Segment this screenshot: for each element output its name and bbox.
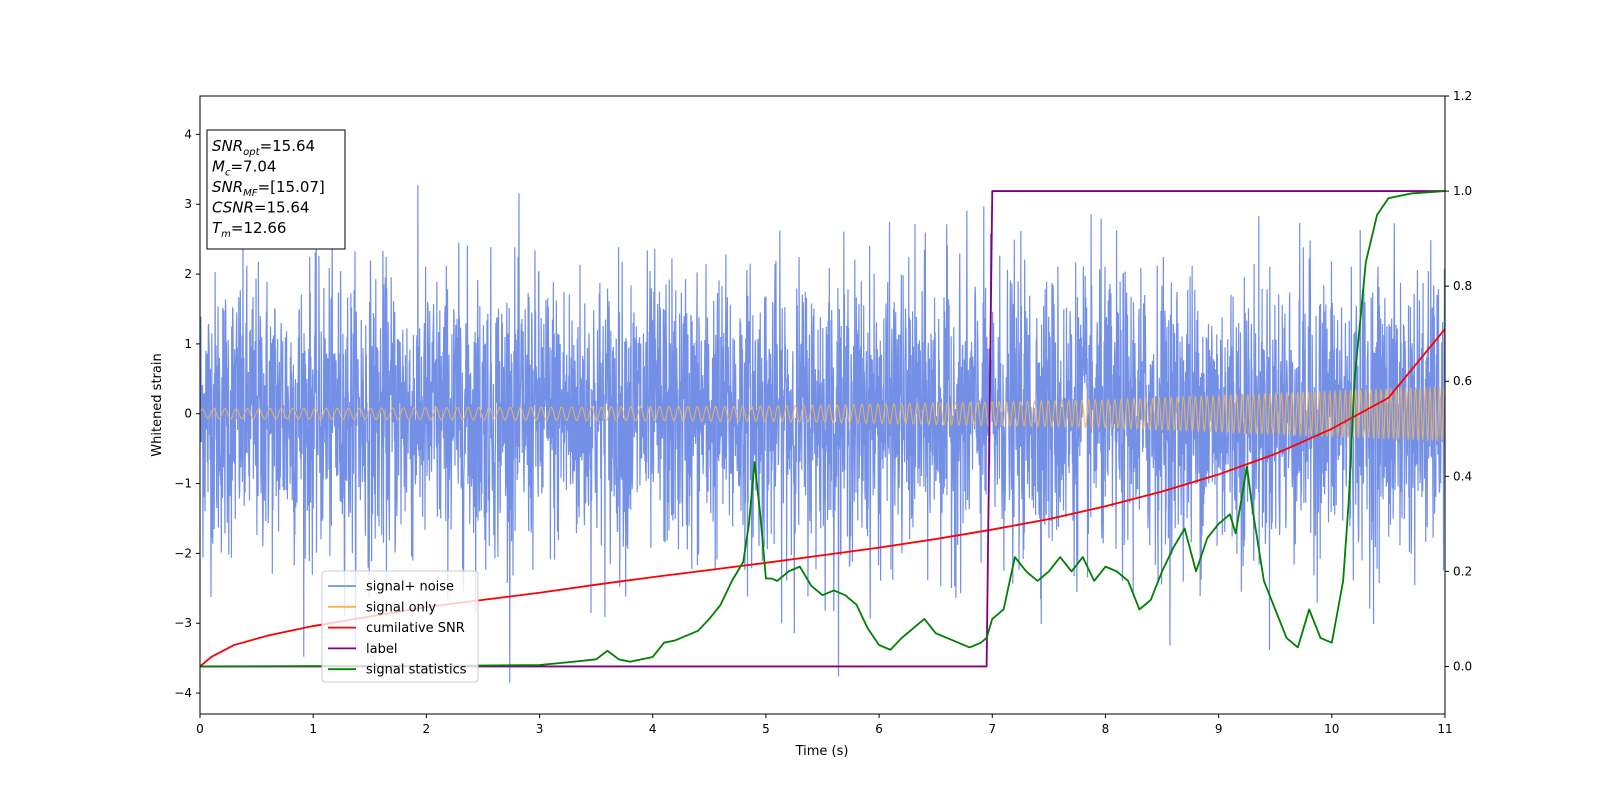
x-tick-label: 7 (988, 722, 996, 736)
annotation-line: SNRMF=[15.07] (212, 178, 325, 199)
x-tick-label: 0 (196, 722, 204, 736)
y-tick-label: −4 (174, 686, 192, 700)
y-axis-ticks: −4 −3 −2 −1 0 1 2 3 4 (174, 127, 200, 700)
annotation-line: Tm=12.66 (212, 219, 286, 240)
x-tick-label: 2 (423, 722, 431, 736)
legend-label: label (366, 642, 397, 657)
cumulative-snr-line (200, 328, 1445, 668)
y-tick-label: 4 (184, 127, 192, 141)
x-tick-label: 9 (1215, 722, 1223, 736)
y-axis-label: Whitened strain (150, 353, 165, 456)
x-tick-label: 3 (536, 722, 544, 736)
annotation-line: SNRopt=15.64 (212, 137, 315, 158)
annotation-line: CSNR=15.64 (212, 199, 309, 217)
legend-label: cumilative SNR (366, 621, 465, 636)
y2-tick-label: 1.0 (1453, 184, 1472, 198)
y2-tick-label: 0.4 (1453, 469, 1472, 483)
legend: signal+ noise signal only cumilative SNR la… (321, 570, 479, 683)
y2-tick-label: 0.0 (1453, 659, 1472, 673)
legend-frame (321, 570, 479, 683)
y2-tick-label: 0.8 (1453, 279, 1472, 293)
y-tick-label: −1 (174, 477, 192, 491)
y-tick-label: 1 (184, 337, 192, 351)
x-axis-ticks: 0 1 2 3 4 5 6 7 8 9 10 11 (196, 714, 1453, 736)
x-tick-label: 5 (762, 722, 770, 736)
plot-frame (199, 95, 1446, 715)
y-tick-label: 0 (184, 407, 192, 421)
y-tick-label: 2 (184, 267, 192, 281)
label-line (200, 190, 1445, 668)
x-tick-label: 1 (309, 722, 317, 736)
y2-tick-label: 0.6 (1453, 374, 1472, 388)
x-tick-label: 6 (875, 722, 883, 736)
y2-tick-label: 1.2 (1453, 89, 1472, 103)
x-tick-label: 8 (1102, 722, 1110, 736)
annotation-frame (206, 129, 346, 250)
x-tick-label: 11 (1437, 722, 1452, 736)
x-tick-label: 10 (1324, 722, 1339, 736)
legend-label: signal statistics (366, 663, 467, 678)
y2-axis-ticks: 0.0 0.2 0.4 0.6 0.8 1.0 1.2 (1445, 89, 1472, 673)
y-tick-label: −3 (174, 616, 192, 630)
y-tick-label: 3 (184, 197, 192, 211)
y-tick-label: −2 (174, 546, 192, 560)
stats-annotation-box: SNRopt=15.64Mc=7.04SNRMF=[15.07]CSNR=15.… (206, 129, 346, 250)
x-axis-label: Time (s) (795, 744, 849, 759)
x-tick-label: 4 (649, 722, 657, 736)
signal-statistics-line (200, 190, 1445, 668)
series-group (200, 185, 1445, 683)
legend-label: signal+ noise (366, 580, 454, 595)
legend-label: signal only (366, 600, 436, 615)
signal-only-line (200, 385, 1445, 442)
y2-tick-label: 0.2 (1453, 564, 1472, 578)
annotation-line: Mc=7.04 (212, 158, 276, 179)
